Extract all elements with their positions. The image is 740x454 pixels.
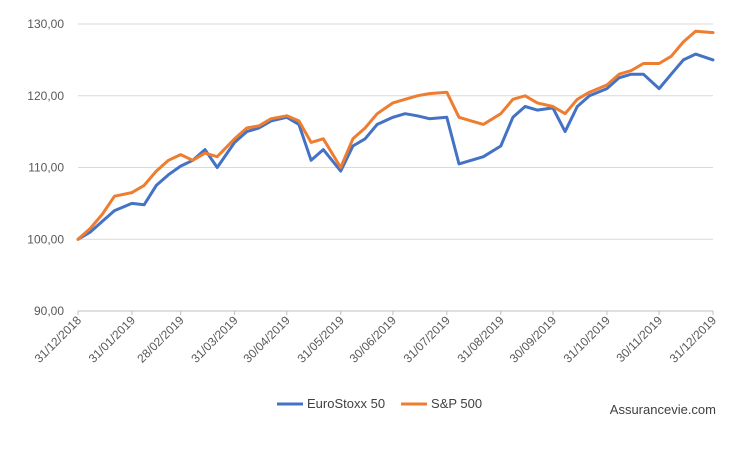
- x-tick-label: 31/08/2019: [455, 313, 508, 366]
- legend: EuroStoxx 50 S&P 500: [277, 396, 482, 411]
- legend-label: EuroStoxx 50: [307, 396, 385, 411]
- credit-text: Assurancevie.com: [610, 402, 716, 417]
- y-tick-label: 130,00: [27, 17, 64, 31]
- x-tick-label: 30/11/2019: [613, 313, 665, 365]
- gridlines: [78, 23, 713, 240]
- y-tick-label: 120,00: [27, 89, 64, 103]
- x-tick-label: 30/09/2019: [507, 313, 560, 366]
- x-tick-label: 30/06/2019: [347, 313, 400, 366]
- x-tick-label: 31/07/2019: [401, 313, 454, 366]
- x-tick-label: 30/04/2019: [241, 313, 294, 366]
- x-tick-label: 31/05/2019: [294, 313, 347, 366]
- y-axis-ticks: 90,00 100,00 110,00 120,00 130,00: [27, 17, 64, 318]
- series-line: [76, 29, 715, 241]
- x-tick-label: 31/12/2018: [32, 313, 85, 366]
- x-tick-label: 31/01/2019: [86, 313, 139, 366]
- y-tick-label: 110,00: [28, 161, 64, 175]
- series-line: [76, 52, 715, 241]
- x-tick-label: 31/12/2019: [667, 313, 720, 366]
- y-tick-label: 100,00: [27, 232, 64, 246]
- legend-label: S&P 500: [431, 396, 482, 411]
- x-tick-label: 31/10/2019: [561, 313, 614, 366]
- series-lines: [76, 29, 715, 241]
- x-tick-label: 28/02/2019: [134, 313, 187, 366]
- y-tick-label: 90,00: [34, 304, 64, 318]
- x-tick-label: 31/03/2019: [188, 313, 241, 366]
